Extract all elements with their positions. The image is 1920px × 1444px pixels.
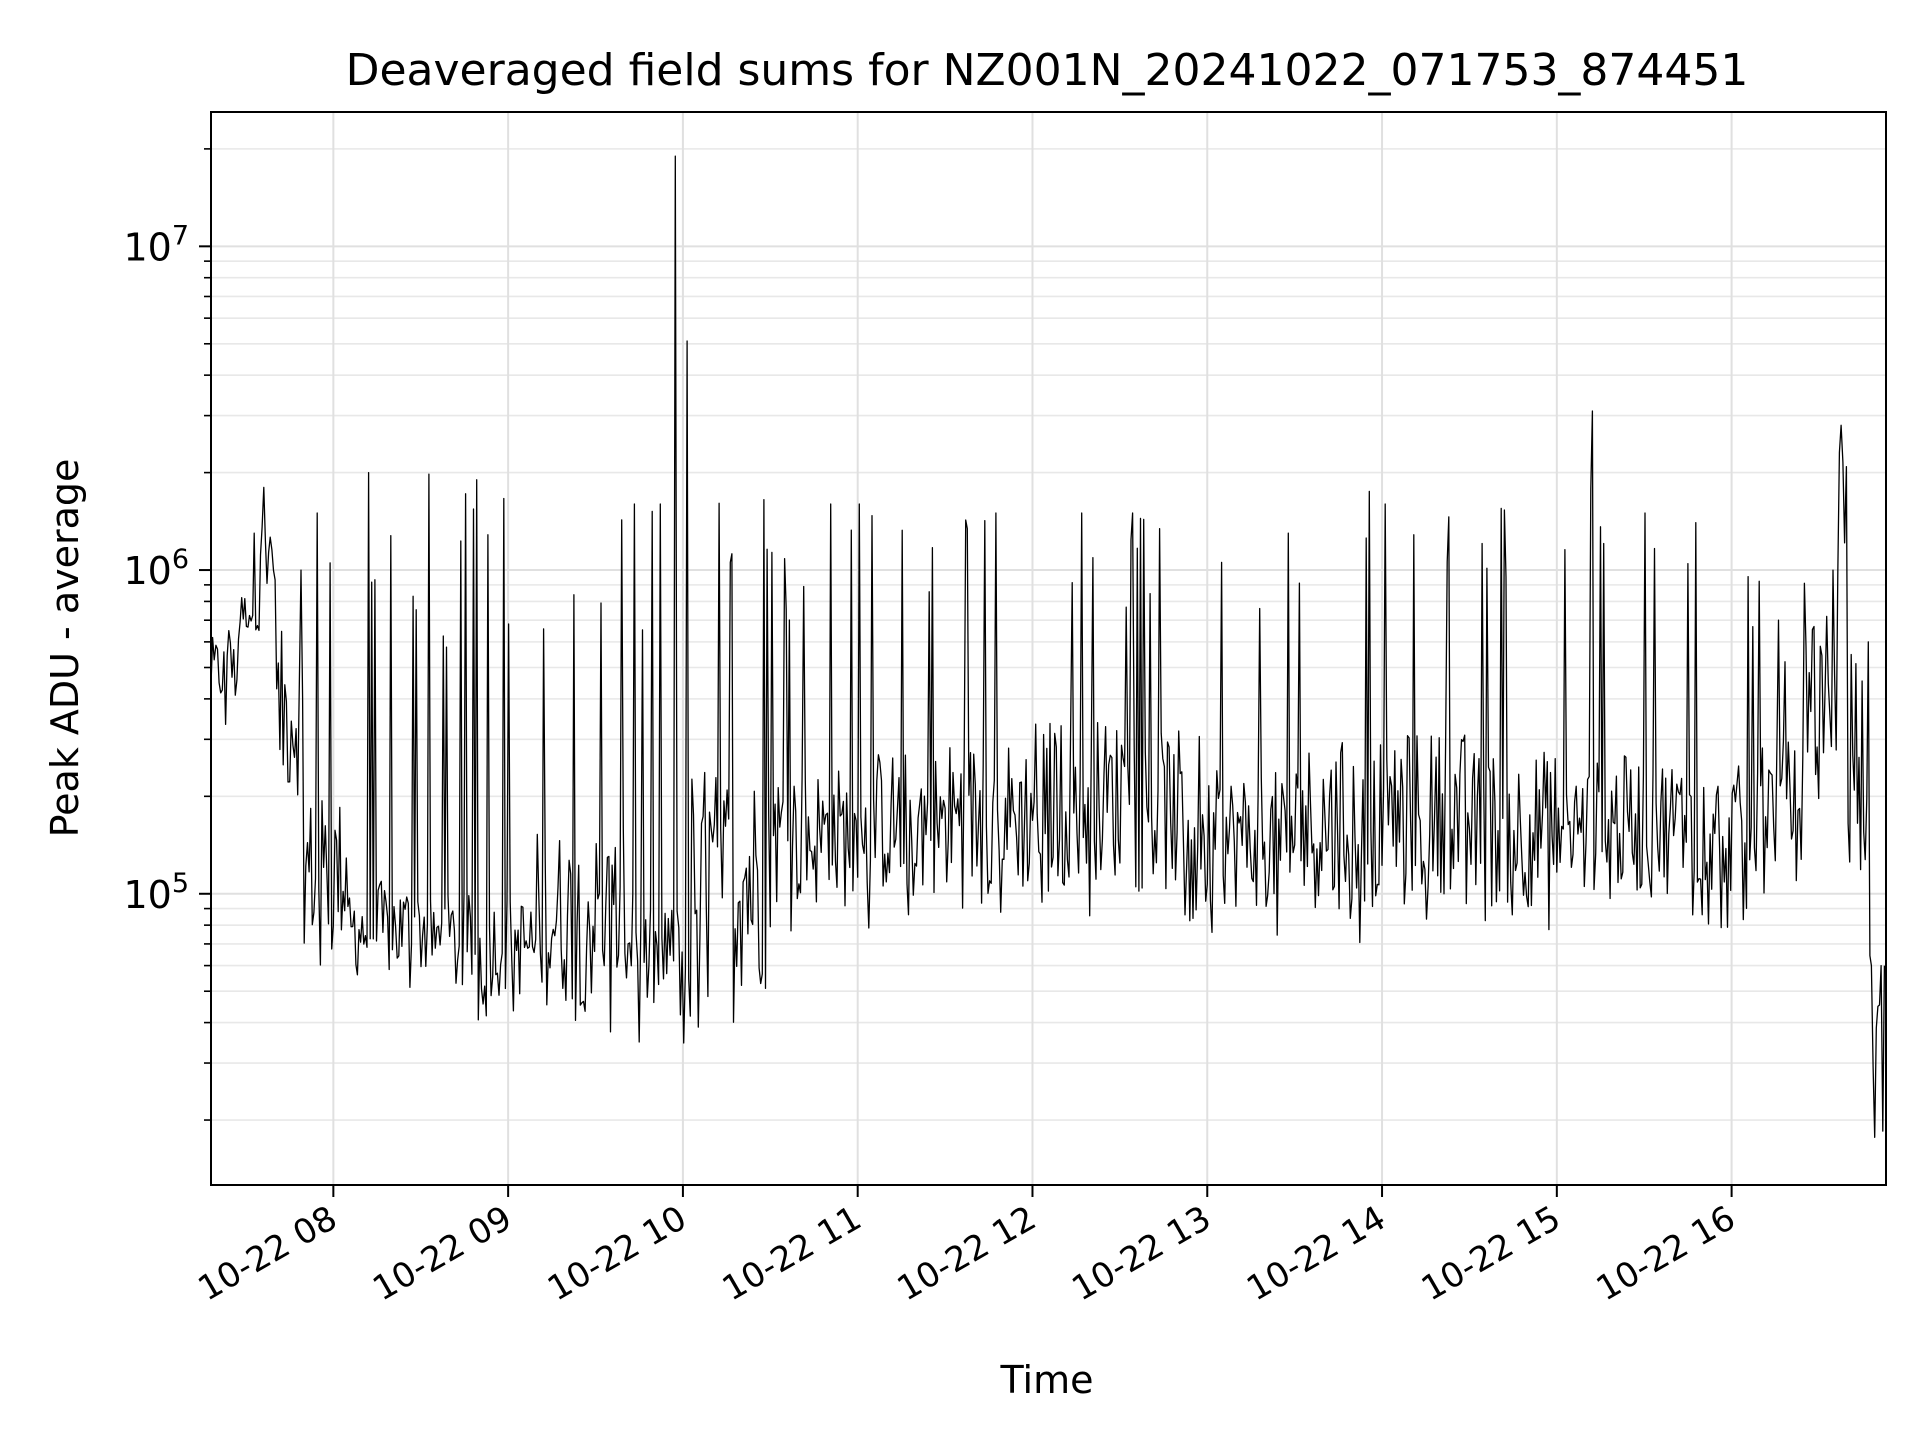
y-tick-label: 107 — [123, 220, 189, 269]
x-axis-label: Time — [1000, 1358, 1094, 1402]
minor-gridlines — [211, 148, 1886, 1121]
y-axis-label: Peak ADU - average — [43, 459, 87, 838]
y-axis: 105 106 107 — [123, 148, 211, 1121]
chart-title: Deaveraged field sums for NZ001N_2024102… — [346, 45, 1749, 96]
plot-area-frame — [210, 111, 1887, 1186]
series-path — [210, 155, 1886, 1138]
y-tick-label: 105 — [123, 868, 189, 917]
y-tick-label: 106 — [123, 544, 189, 593]
series-line — [210, 155, 1886, 1138]
